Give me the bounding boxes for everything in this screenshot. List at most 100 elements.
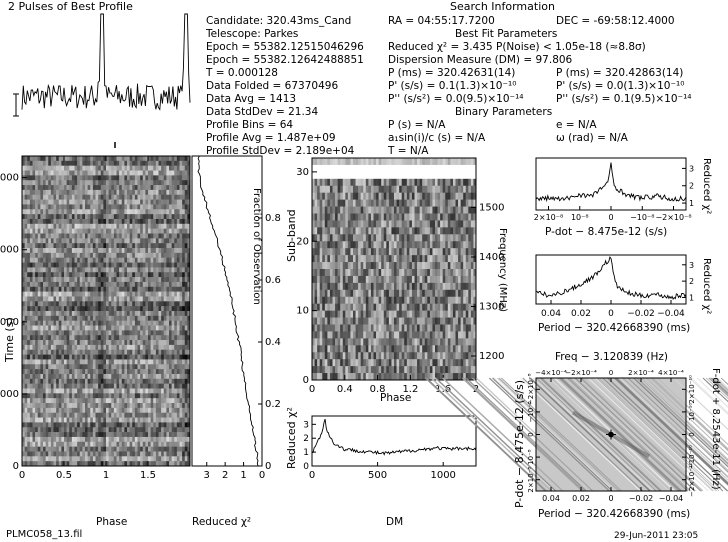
heatmap-cell <box>87 238 91 244</box>
heatmap-cell <box>124 281 128 288</box>
heatmap-cell <box>27 417 31 423</box>
heatmap-cell <box>45 189 49 196</box>
heatmap-cell <box>116 267 120 273</box>
heatmap-cell <box>98 286 102 292</box>
heatmap-cell <box>399 234 402 242</box>
heatmap-cell <box>148 180 151 186</box>
heatmap-cell <box>121 281 125 288</box>
heatmap-cell <box>145 335 149 341</box>
heatmap-cell <box>58 417 62 423</box>
heatmap-cell <box>158 412 162 418</box>
heatmap-cell <box>108 436 112 443</box>
heatmap-cell <box>111 340 115 346</box>
heatmap-cell <box>90 344 94 351</box>
heatmap-cell <box>77 436 81 443</box>
heatmap-cell <box>187 441 191 447</box>
heatmap-cell <box>111 398 115 404</box>
heatmap-cell <box>437 206 441 214</box>
heatmap-cell <box>158 422 162 428</box>
heatmap-cell <box>166 398 170 404</box>
heatmap-cell <box>345 164 349 173</box>
heatmap-cell <box>40 403 44 409</box>
heatmap-cell <box>77 340 81 346</box>
heatmap-cell <box>61 354 65 360</box>
heatmap-cell <box>363 206 367 214</box>
heatmap-cell <box>50 185 54 191</box>
heatmap-cell <box>129 204 133 210</box>
heatmap-cell <box>119 340 123 346</box>
heatmap-cell <box>187 373 191 380</box>
heatmap-cell <box>82 403 86 409</box>
heatmap-cell <box>82 233 86 239</box>
heatmap-cell <box>187 403 191 409</box>
heatmap-cell <box>79 427 83 433</box>
heatmap-cell <box>137 281 141 288</box>
heatmap-cell <box>69 204 73 210</box>
heatmap-cell <box>187 199 191 205</box>
heatmap-cell <box>100 364 104 370</box>
heatmap-cell <box>179 335 183 341</box>
heatmap-cell <box>108 204 112 210</box>
heatmap-cell <box>337 248 341 256</box>
heatmap-cell <box>163 248 167 254</box>
heatmap-cell <box>145 436 149 443</box>
heatmap-cell <box>74 175 78 181</box>
heatmap-cell <box>129 398 133 404</box>
heatmap-cell <box>399 171 402 180</box>
heatmap-cell <box>103 412 107 418</box>
heatmap-cell <box>43 432 46 438</box>
heatmap-cell <box>79 223 83 229</box>
heatmap-cell <box>103 180 107 186</box>
heatmap-cell <box>169 281 172 288</box>
heatmap-cell <box>140 306 144 312</box>
heatmap-cell <box>61 335 65 341</box>
heatmap-cell <box>422 206 426 214</box>
heatmap-cell <box>53 214 57 220</box>
heatmap-cell <box>53 398 57 404</box>
heatmap-cell <box>458 199 461 207</box>
heatmap-cell <box>71 446 75 452</box>
heatmap-cell <box>163 441 167 447</box>
heatmap-cell <box>350 227 354 235</box>
heatmap-cell <box>435 241 438 249</box>
heatmap-cell <box>465 178 469 187</box>
heatmap-cell <box>35 461 39 467</box>
heatmap-cell <box>116 330 120 336</box>
heatmap-cell <box>48 388 52 394</box>
heatmap-cell <box>314 213 318 221</box>
heatmap-cell <box>368 206 372 214</box>
heatmap-cell <box>90 180 94 186</box>
heatmap-cell <box>71 315 75 321</box>
heatmap-cell <box>394 241 397 249</box>
heatmap-cell <box>113 436 117 443</box>
heatmap-cell <box>95 296 99 302</box>
heatmap-cell <box>132 281 136 288</box>
heatmap-cell <box>148 252 151 259</box>
heatmap-cell <box>71 286 75 292</box>
heatmap-cell <box>69 436 73 443</box>
heatmap-cell <box>103 407 107 414</box>
heatmap-cell <box>176 436 180 443</box>
heatmap-cell <box>37 281 41 288</box>
heatmap-cell <box>32 359 36 365</box>
heatmap-cell <box>56 417 60 423</box>
heatmap-cell <box>48 175 52 181</box>
heatmap-cell <box>337 234 341 242</box>
heatmap-cell <box>124 461 128 467</box>
heatmap-cell <box>383 206 387 214</box>
heatmap-cell <box>53 456 57 462</box>
heatmap-cell <box>69 306 73 312</box>
heatmap-cell <box>108 238 112 244</box>
heatmap-cell <box>100 369 104 375</box>
heatmap-cell <box>383 178 387 187</box>
heatmap-cell <box>324 248 328 256</box>
heatmap-cell <box>166 340 170 346</box>
heatmap-cell <box>77 398 81 404</box>
heatmap-cell <box>317 241 320 249</box>
heatmap-cell <box>445 220 449 228</box>
heatmap-cell <box>145 257 149 263</box>
heatmap-cell <box>182 398 186 404</box>
heatmap-cell <box>148 165 151 171</box>
heatmap-cell <box>401 171 405 180</box>
heatmap-cell <box>150 378 154 384</box>
